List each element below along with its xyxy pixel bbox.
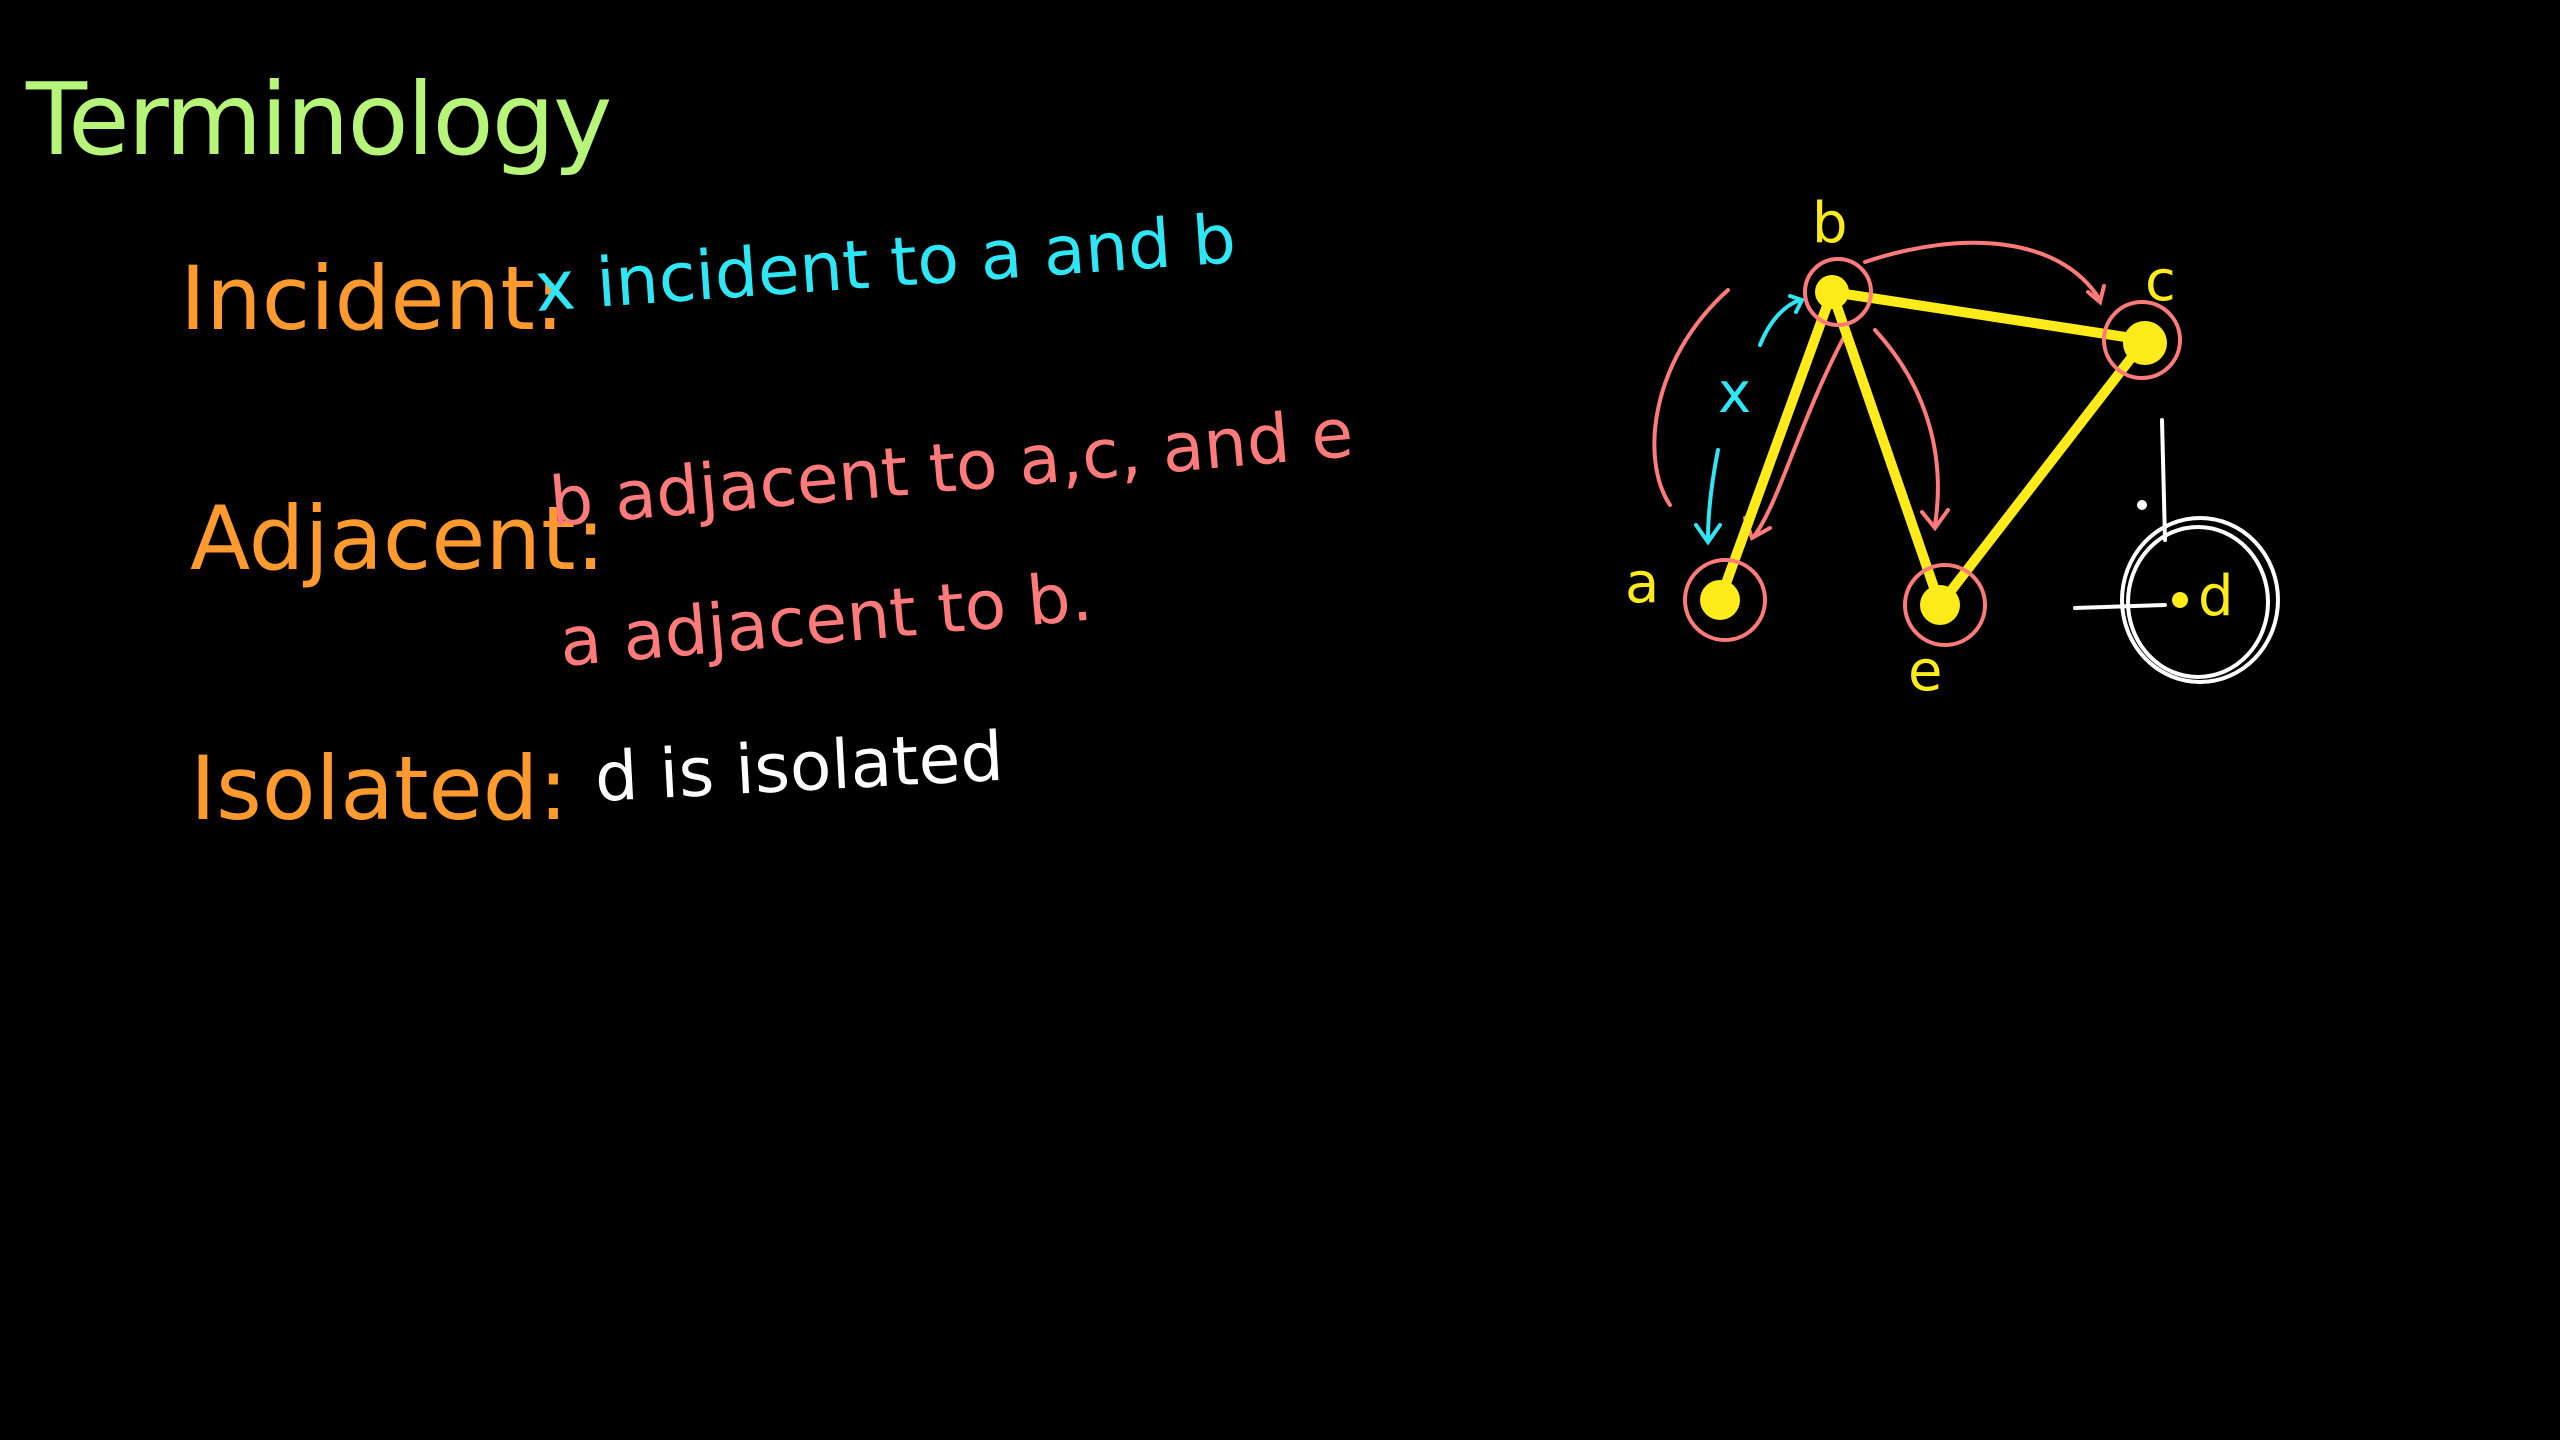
isolated-ring-inner (2126, 525, 2270, 679)
arrowhead-b (1788, 294, 1805, 314)
edge-c-e (1935, 335, 2150, 610)
vertex-rings (1683, 257, 2182, 647)
isolated-marker (2073, 418, 2280, 684)
arrowhead-a (1694, 523, 1722, 546)
label-c: c (2145, 249, 2176, 314)
incidence-arrows (1694, 294, 1805, 546)
arrow-b-to-e (1873, 328, 1940, 527)
arrowhead-c (2086, 284, 2106, 306)
label-a: a (1625, 551, 1659, 616)
isolated-ring (2120, 516, 2280, 684)
isolated-tick-vertical (2160, 418, 2167, 542)
edge-b-e (1827, 287, 1945, 610)
label-b: b (1812, 191, 1848, 256)
ring-c (2102, 300, 2182, 380)
incident-term: Incident: (180, 247, 565, 350)
vertex-a (1700, 580, 1740, 620)
arrow-x-to-a (1706, 448, 1720, 542)
isolated-term: Isolated: (190, 737, 569, 840)
label-e: e (1908, 639, 1942, 704)
label-x: x (1718, 361, 1751, 426)
adjacent-term: Adjacent: (190, 487, 606, 590)
arrow-b-to-a-inner (1753, 333, 1847, 537)
arrowhead-e (1920, 508, 1950, 532)
label-d: d (2198, 564, 2234, 629)
vertex-e (1920, 585, 1960, 625)
isolated-tick-horizontal (2073, 603, 2167, 610)
adjacency-arrows (1652, 240, 2106, 541)
arrow-b-to-a (1652, 288, 1730, 507)
page-title: Terminology (26, 61, 612, 178)
ring-e (1903, 563, 1987, 647)
ring-a (1683, 558, 1767, 642)
arrow-b-to-c (1863, 240, 2102, 302)
graph-vertices (1700, 275, 2188, 625)
vertex-c (2123, 321, 2167, 365)
isolated-dot (2137, 500, 2147, 510)
arrow-x-to-b (1758, 298, 1802, 347)
vertex-d (2172, 592, 2188, 608)
edge-b-c (1827, 287, 2150, 345)
vertex-b (1815, 275, 1849, 309)
graph-edges (1715, 287, 2150, 610)
ring-b (1803, 257, 1873, 327)
edge-a-b (1715, 287, 1837, 605)
